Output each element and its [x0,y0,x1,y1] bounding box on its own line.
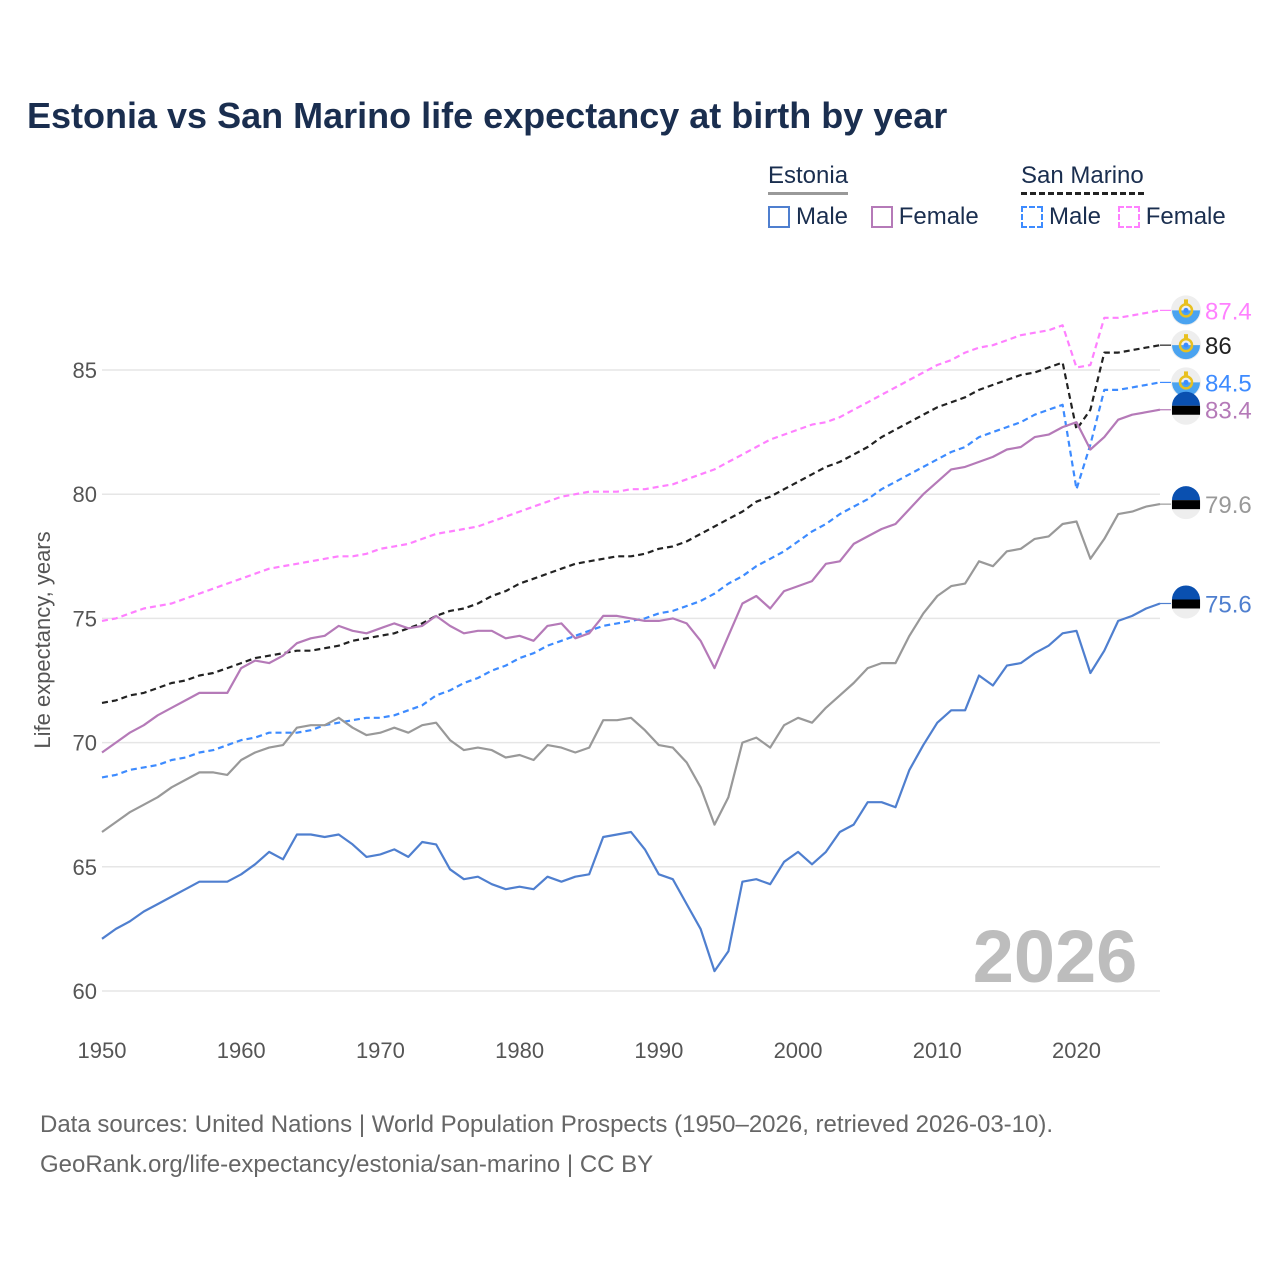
x-tick-label: 2010 [913,1038,962,1063]
source-link[interactable]: GeoRank.org/life-expectancy/estonia/san-… [40,1151,654,1178]
x-tick-label: 1960 [217,1038,266,1063]
x-tick-label: 1990 [634,1038,683,1063]
legend-item-estonia-female[interactable]: Female [870,203,979,231]
chart-title: Estonia vs San Marino life expectancy at… [27,95,948,136]
y-tick-label: 80 [73,482,97,507]
x-tick-label: 1950 [78,1038,127,1063]
estonia-flag-icon [1171,585,1201,619]
legend-san-marino-title: San Marino [1021,162,1144,195]
y-tick-label: 60 [73,979,97,1004]
series-line-estonia-total[interactable] [101,503,1161,833]
y-tick-label: 75 [73,606,97,631]
legend-estonia-title: Estonia [768,162,849,195]
end-value-label: 79.6 [1205,492,1252,519]
san-marino-flag-icon [1171,330,1201,361]
footer: Data sources: United Nations | World Pop… [40,1105,1053,1185]
legend-swatch [768,206,790,228]
x-tick-label: 2020 [1052,1038,1101,1063]
legend-estonia: Estonia Male Female [768,162,995,235]
series-line-san-marino-female[interactable] [101,309,1161,622]
series-line-san-marino-male[interactable] [101,381,1161,779]
x-tick-label: 1980 [495,1038,544,1063]
san-marino-flag-icon [1171,295,1201,326]
legend-item-estonia-male[interactable]: Male [768,203,848,231]
data-source: Data sources: United Nations | World Pop… [40,1111,1054,1138]
legend-swatch [1021,206,1043,228]
y-tick-label: 70 [73,731,97,756]
y-tick-label: 65 [73,855,97,880]
end-value-label: 84.5 [1205,370,1252,397]
x-tick-label: 2000 [774,1038,823,1063]
legend-swatch [1117,206,1140,228]
estonia-flag-icon [1171,391,1201,425]
legend-swatch [870,206,893,228]
series-line-estonia-female[interactable] [101,408,1161,754]
y-axis-label: Life expectancy, years [30,531,55,748]
x-tick-label: 1970 [356,1038,405,1063]
estonia-flag-icon [1171,486,1201,520]
end-value-label: 86 [1205,333,1232,360]
series-line-san-marino-total[interactable] [101,344,1161,704]
san-marino-flag-icon [1171,367,1201,398]
legend-item-san-marino-female[interactable]: Female [1117,203,1226,231]
legend-label: Female [1145,203,1226,230]
end-value-label: 83.4 [1205,398,1252,425]
end-value-label: 75.6 [1205,591,1252,618]
year-watermark: 2026 [973,915,1138,998]
legend-label: Male [1049,203,1102,230]
legend-label: Female [898,203,979,230]
legend-item-san-marino-male[interactable]: Male [1021,203,1101,231]
series-line-estonia-male[interactable] [101,602,1161,973]
y-tick-label: 85 [73,358,97,383]
legend-label: Male [796,203,849,230]
end-value-label: 87.4 [1205,298,1252,325]
legend-san-marino: San Marino Male Female [1021,162,1242,235]
